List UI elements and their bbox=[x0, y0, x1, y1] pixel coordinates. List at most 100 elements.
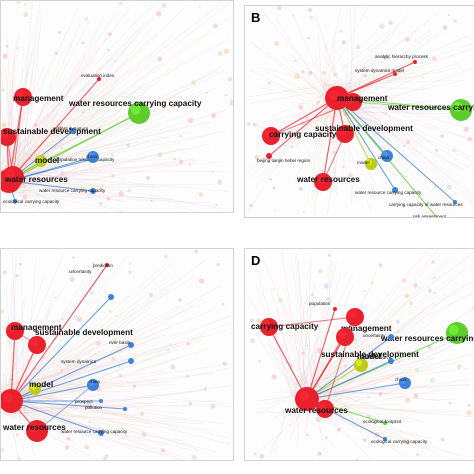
edge bbox=[10, 400, 102, 434]
node-label: model bbox=[29, 380, 53, 389]
node-label: prediction bbox=[93, 263, 113, 268]
node-highlight bbox=[400, 378, 406, 384]
node-highlight bbox=[30, 384, 36, 390]
hub-node-highlight bbox=[3, 393, 13, 403]
node-label: sustainable development bbox=[35, 328, 133, 337]
node-highlight bbox=[4, 168, 15, 179]
node-label: prospect bbox=[75, 399, 93, 404]
node-label: water resource carrying capacity bbox=[61, 429, 128, 434]
node-label: china bbox=[378, 155, 389, 160]
node-label: system dynamics bbox=[53, 126, 89, 131]
node bbox=[388, 358, 394, 364]
node-highlight bbox=[30, 338, 39, 347]
node-label: sustainable development bbox=[3, 127, 101, 136]
node-label: water resources carrying capacity bbox=[387, 103, 474, 112]
node-highlight bbox=[8, 324, 17, 333]
node-highlight bbox=[36, 156, 42, 162]
node-label: uncertainty bbox=[69, 269, 92, 274]
node-label: carrying capacity of water resources bbox=[389, 202, 463, 207]
edge bbox=[268, 326, 308, 400]
node-highlight bbox=[88, 152, 94, 158]
edge bbox=[12, 96, 24, 178]
node-label: ecological carrying capacity bbox=[3, 199, 60, 204]
nodes: management water resources carrying capac… bbox=[1, 73, 202, 204]
node-label: uncertainty bbox=[363, 333, 386, 338]
node bbox=[13, 199, 17, 203]
node-label: water resources bbox=[4, 175, 68, 184]
edge bbox=[306, 382, 406, 400]
node-highlight bbox=[348, 310, 357, 319]
hub-node-highlight bbox=[329, 90, 339, 100]
hub-node-highlight bbox=[299, 391, 309, 401]
node-highlight bbox=[28, 422, 39, 433]
node-highlight bbox=[346, 95, 355, 104]
node-label: water resource carrying capacity bbox=[39, 188, 106, 193]
node-label: risk assessment bbox=[413, 214, 447, 218]
node bbox=[333, 307, 337, 311]
edge bbox=[268, 97, 338, 157]
node-label: sustainable development bbox=[321, 350, 419, 359]
node-label: water resources bbox=[2, 423, 66, 432]
edge bbox=[306, 308, 336, 400]
node bbox=[99, 399, 103, 403]
node-highlight bbox=[262, 320, 271, 329]
node bbox=[413, 60, 417, 64]
edge bbox=[36, 384, 94, 432]
edge bbox=[10, 264, 108, 402]
edge bbox=[10, 360, 132, 402]
node-label: water resources carrying capacity bbox=[380, 334, 474, 343]
node-label: system dynamics bbox=[61, 359, 97, 364]
node-label: system dynamics model bbox=[355, 68, 404, 73]
node-highlight bbox=[318, 402, 327, 411]
edge bbox=[306, 336, 346, 400]
node bbox=[453, 200, 457, 204]
node-highlight bbox=[366, 159, 372, 165]
edge bbox=[306, 336, 392, 400]
node-label: management bbox=[337, 94, 388, 103]
node-label: population bbox=[309, 301, 331, 306]
node bbox=[105, 263, 109, 267]
node-highlight bbox=[316, 175, 325, 184]
node-label: pollution bbox=[85, 405, 103, 410]
node-label: management bbox=[13, 94, 64, 103]
edge bbox=[12, 112, 140, 178]
network-a: management water resources carrying capac… bbox=[1, 1, 233, 212]
node-label: water resource carrying capacity bbox=[355, 190, 422, 195]
node bbox=[123, 407, 127, 411]
node bbox=[90, 188, 96, 194]
node-label: ecological carrying capacity bbox=[371, 439, 428, 444]
edge bbox=[270, 97, 338, 137]
node-label: ecological footprint bbox=[363, 419, 402, 424]
node-label: sustainable development bbox=[315, 124, 413, 133]
node bbox=[393, 72, 397, 76]
node bbox=[266, 153, 272, 159]
node-highlight bbox=[448, 324, 459, 335]
node-highlight bbox=[16, 90, 25, 99]
node-label: china bbox=[395, 377, 406, 382]
node-label: beijing tianjin hebei region bbox=[257, 158, 311, 163]
edge bbox=[10, 384, 94, 402]
node-label: carrying capacity bbox=[269, 130, 337, 139]
panel-a: management water resources carrying capac… bbox=[0, 0, 234, 213]
node-highlight bbox=[338, 127, 347, 136]
node-label: population resource capacity bbox=[56, 157, 115, 162]
node-highlight bbox=[1, 130, 9, 139]
node-highlight bbox=[88, 380, 94, 386]
edge bbox=[10, 296, 112, 402]
edge bbox=[8, 78, 100, 182]
node bbox=[388, 334, 394, 340]
node-highlight bbox=[355, 359, 363, 367]
node-label: china bbox=[89, 379, 100, 384]
node-highlight bbox=[130, 104, 141, 115]
node-label: water resources carrying capacity bbox=[68, 99, 202, 108]
node-label: river basin bbox=[109, 340, 131, 345]
node bbox=[383, 437, 387, 441]
node bbox=[128, 358, 134, 364]
